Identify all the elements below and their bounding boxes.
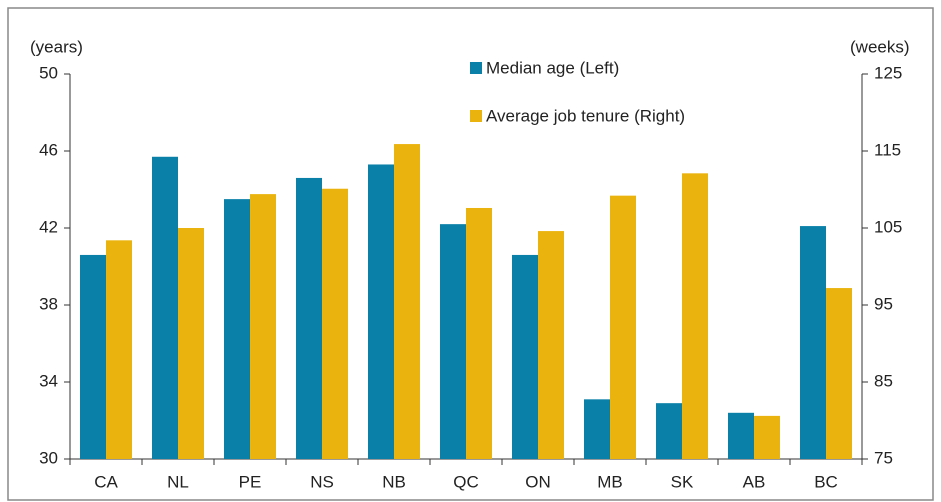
x-tick-label: NB — [382, 472, 406, 491]
y2-tick-label: 85 — [874, 371, 893, 390]
y-tick-label: 42 — [39, 217, 58, 236]
bar — [250, 194, 276, 459]
y2-tick-label: 105 — [874, 217, 902, 236]
bar — [656, 403, 682, 459]
x-tick-label: NL — [167, 472, 189, 491]
bar — [754, 415, 780, 459]
legend-label: Average job tenure (Right) — [486, 106, 685, 125]
bar — [610, 195, 636, 459]
y2-tick-label: 115 — [874, 140, 901, 159]
x-tick-label: BC — [814, 472, 838, 491]
legend-label: Median age (Left) — [486, 58, 619, 77]
bar — [682, 173, 708, 459]
x-tick-label: CA — [94, 472, 118, 491]
x-tick-label: MB — [597, 472, 623, 491]
x-tick-label: SK — [671, 472, 694, 491]
bar — [80, 254, 106, 459]
bar — [440, 224, 466, 459]
bar — [512, 254, 538, 459]
bar — [466, 207, 492, 459]
x-tick-label: AB — [743, 472, 766, 491]
frame — [7, 7, 934, 501]
bar — [538, 231, 564, 459]
y2-axis-label: (weeks) — [850, 37, 910, 56]
y2-tick-label: 75 — [874, 448, 893, 467]
y2-tick-label: 125 — [874, 63, 902, 82]
y-tick-label: 46 — [39, 140, 58, 159]
bar — [296, 177, 322, 459]
bar — [368, 164, 394, 459]
bar — [584, 399, 610, 459]
y-tick-label: 50 — [39, 63, 58, 82]
legend-swatch — [470, 110, 482, 122]
bar — [224, 199, 250, 459]
x-tick-label: NS — [310, 472, 334, 491]
legend-swatch — [470, 62, 482, 74]
bar — [106, 240, 132, 459]
y-tick-label: 34 — [39, 371, 58, 390]
bar — [728, 412, 754, 459]
bar — [800, 226, 826, 459]
bar — [178, 228, 204, 459]
x-tick-label: ON — [525, 472, 551, 491]
y-tick-label: 38 — [39, 294, 58, 313]
x-tick-label: PE — [239, 472, 262, 491]
bar — [394, 144, 420, 459]
y-tick-label: 30 — [39, 448, 58, 467]
y-axis-label: (years) — [30, 37, 83, 56]
bar — [152, 156, 178, 459]
x-tick-label: QC — [453, 472, 479, 491]
y2-tick-label: 95 — [874, 294, 893, 313]
bar — [322, 188, 348, 460]
bar — [826, 288, 852, 459]
